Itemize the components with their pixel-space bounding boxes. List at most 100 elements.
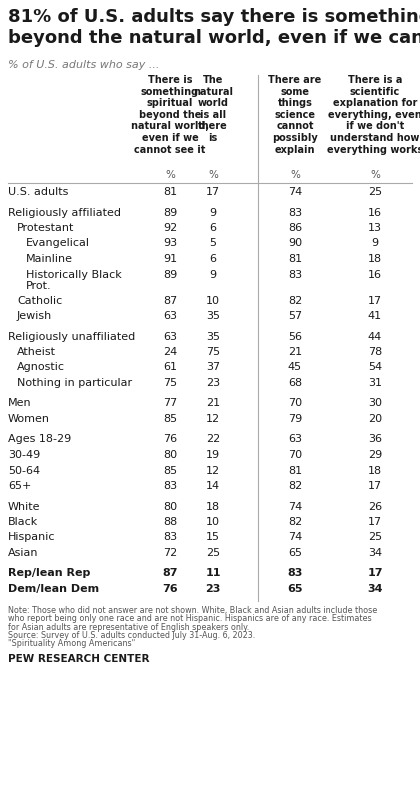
Text: 70: 70 bbox=[288, 450, 302, 460]
Text: Catholic: Catholic bbox=[17, 295, 62, 305]
Text: 87: 87 bbox=[162, 568, 178, 578]
Text: 65+: 65+ bbox=[8, 481, 31, 491]
Text: 45: 45 bbox=[288, 363, 302, 372]
Text: 9: 9 bbox=[210, 208, 217, 217]
Text: 21: 21 bbox=[206, 398, 220, 408]
Text: 50-64: 50-64 bbox=[8, 465, 40, 475]
Text: 83: 83 bbox=[287, 568, 303, 578]
Text: 76: 76 bbox=[163, 434, 177, 445]
Text: 12: 12 bbox=[206, 414, 220, 424]
Text: 75: 75 bbox=[163, 378, 177, 388]
Text: 80: 80 bbox=[163, 501, 177, 512]
Text: %: % bbox=[165, 170, 175, 180]
Text: 89: 89 bbox=[163, 269, 177, 279]
Text: 65: 65 bbox=[287, 584, 303, 594]
Text: 25: 25 bbox=[368, 533, 382, 542]
Text: 85: 85 bbox=[163, 465, 177, 475]
Text: Nothing in particular: Nothing in particular bbox=[17, 378, 132, 388]
Text: 11: 11 bbox=[205, 568, 221, 578]
Text: 44: 44 bbox=[368, 331, 382, 342]
Text: Agnostic: Agnostic bbox=[17, 363, 65, 372]
Text: 76: 76 bbox=[162, 584, 178, 594]
Text: 74: 74 bbox=[288, 533, 302, 542]
Text: 74: 74 bbox=[288, 187, 302, 197]
Text: 80: 80 bbox=[163, 450, 177, 460]
Text: 70: 70 bbox=[288, 398, 302, 408]
Text: 24: 24 bbox=[163, 347, 177, 357]
Text: U.S. adults: U.S. adults bbox=[8, 187, 68, 197]
Text: 61: 61 bbox=[163, 363, 177, 372]
Text: Mainline: Mainline bbox=[26, 254, 73, 264]
Text: 18: 18 bbox=[206, 501, 220, 512]
Text: 31: 31 bbox=[368, 378, 382, 388]
Text: 16: 16 bbox=[368, 269, 382, 279]
Text: 83: 83 bbox=[288, 208, 302, 217]
Text: 90: 90 bbox=[288, 238, 302, 249]
Text: Religiously affiliated: Religiously affiliated bbox=[8, 208, 121, 217]
Text: 12: 12 bbox=[206, 465, 220, 475]
Text: 25: 25 bbox=[206, 548, 220, 558]
Text: 17: 17 bbox=[368, 295, 382, 305]
Text: Historically Black
Prot.: Historically Black Prot. bbox=[26, 269, 122, 291]
Text: 82: 82 bbox=[288, 517, 302, 527]
Text: 81: 81 bbox=[163, 187, 177, 197]
Text: 30: 30 bbox=[368, 398, 382, 408]
Text: Hispanic: Hispanic bbox=[8, 533, 55, 542]
Text: "Spirituality Among Americans": "Spirituality Among Americans" bbox=[8, 640, 135, 648]
Text: 85: 85 bbox=[163, 414, 177, 424]
Text: There is
something
spiritual
beyond the
natural world,
even if we
cannot see it: There is something spiritual beyond the … bbox=[131, 75, 209, 154]
Text: Protestant: Protestant bbox=[17, 223, 74, 233]
Text: 19: 19 bbox=[206, 450, 220, 460]
Text: who report being only one race and are not Hispanic. Hispanics are of any race. : who report being only one race and are n… bbox=[8, 614, 372, 623]
Text: 82: 82 bbox=[288, 481, 302, 491]
Text: 10: 10 bbox=[206, 295, 220, 305]
Text: 93: 93 bbox=[163, 238, 177, 249]
Text: 54: 54 bbox=[368, 363, 382, 372]
Text: The
natural
world
is all
there
is: The natural world is all there is bbox=[193, 75, 233, 143]
Text: 18: 18 bbox=[368, 465, 382, 475]
Text: 72: 72 bbox=[163, 548, 177, 558]
Text: 83: 83 bbox=[163, 533, 177, 542]
Text: Asian: Asian bbox=[8, 548, 39, 558]
Text: 29: 29 bbox=[368, 450, 382, 460]
Text: Atheist: Atheist bbox=[17, 347, 56, 357]
Text: 63: 63 bbox=[163, 331, 177, 342]
Text: PEW RESEARCH CENTER: PEW RESEARCH CENTER bbox=[8, 654, 150, 664]
Text: 81: 81 bbox=[288, 254, 302, 264]
Text: 26: 26 bbox=[368, 501, 382, 512]
Text: %: % bbox=[208, 170, 218, 180]
Text: 23: 23 bbox=[205, 584, 220, 594]
Text: 17: 17 bbox=[367, 568, 383, 578]
Text: 65: 65 bbox=[288, 548, 302, 558]
Text: 16: 16 bbox=[368, 208, 382, 217]
Text: 63: 63 bbox=[163, 311, 177, 321]
Text: 88: 88 bbox=[163, 517, 177, 527]
Text: 13: 13 bbox=[368, 223, 382, 233]
Text: Note: Those who did not answer are not shown. White, Black and Asian adults incl: Note: Those who did not answer are not s… bbox=[8, 605, 377, 615]
Text: 91: 91 bbox=[163, 254, 177, 264]
Text: 92: 92 bbox=[163, 223, 177, 233]
Text: 34: 34 bbox=[367, 584, 383, 594]
Text: 63: 63 bbox=[288, 434, 302, 445]
Text: Evangelical: Evangelical bbox=[26, 238, 90, 249]
Text: Rep/lean Rep: Rep/lean Rep bbox=[8, 568, 90, 578]
Text: White: White bbox=[8, 501, 40, 512]
Text: Black: Black bbox=[8, 517, 38, 527]
Text: 9: 9 bbox=[371, 238, 378, 249]
Text: 23: 23 bbox=[206, 378, 220, 388]
Text: 25: 25 bbox=[368, 187, 382, 197]
Text: Men: Men bbox=[8, 398, 31, 408]
Text: 20: 20 bbox=[368, 414, 382, 424]
Text: 17: 17 bbox=[206, 187, 220, 197]
Text: Source: Survey of U.S. adults conducted July 31-Aug. 6, 2023.: Source: Survey of U.S. adults conducted … bbox=[8, 631, 255, 640]
Text: %: % bbox=[370, 170, 380, 180]
Text: Women: Women bbox=[8, 414, 50, 424]
Text: 74: 74 bbox=[288, 501, 302, 512]
Text: 79: 79 bbox=[288, 414, 302, 424]
Text: 14: 14 bbox=[206, 481, 220, 491]
Text: 35: 35 bbox=[206, 331, 220, 342]
Text: 15: 15 bbox=[206, 533, 220, 542]
Text: 75: 75 bbox=[206, 347, 220, 357]
Text: 56: 56 bbox=[288, 331, 302, 342]
Text: 89: 89 bbox=[163, 208, 177, 217]
